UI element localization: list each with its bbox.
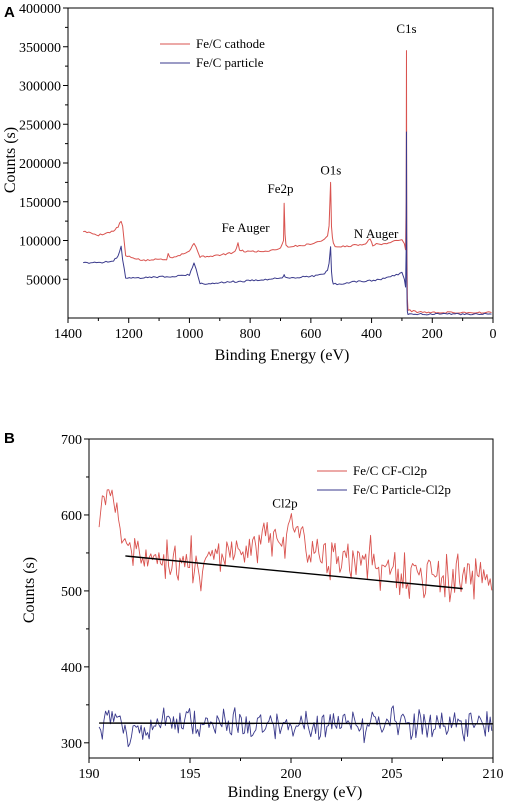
x-tick-label: 600 [300,327,321,342]
peak-annotation: Fe2p [268,181,294,196]
x-tick-label: 800 [240,327,261,342]
panel-a-ylabel: Counts (s) [2,127,19,193]
x-tick-label: 0 [490,327,497,342]
legend-label: Fe/C Particle-Cl2p [353,482,451,497]
series-line-b-0 [98,489,493,603]
y-tick-label: 600 [61,509,82,524]
y-tick-label: 50000 [26,273,61,288]
x-tick-label: 1200 [115,327,143,342]
y-tick-label: 250000 [19,118,61,133]
peak-annotation: Cl2p [272,495,297,510]
peak-annotation: Fe Auger [222,220,271,235]
peak-annotation: O1s [320,163,341,178]
panel-b: B 190 195 200 205 210 300 400 500 600 700 Cl2p Fe… [4,430,504,801]
y-tick-label: 700 [61,433,82,448]
y-tick-label: 300 [61,737,82,752]
panel-b-letter: B [4,430,15,447]
peak-annotation: N Auger [354,226,399,241]
x-tick-label: 210 [483,767,504,782]
panel-b-xlabel: Binding Energy (eV) [228,784,363,801]
series-line-a-1 [83,131,492,316]
y-tick-label: 350000 [19,41,61,56]
legend-label: Fe/C particle [196,55,264,70]
series-line-a-0 [83,50,492,314]
x-tick-label: 200 [422,327,443,342]
y-tick-label: 400000 [19,2,61,17]
x-tick-label: 195 [180,767,201,782]
y-tick-label: 300000 [19,80,61,95]
panel-a-letter: A [4,4,15,21]
panel-a-xlabel: Binding Energy (eV) [215,347,350,364]
baseline-1 [99,722,493,725]
peak-annotation: C1s [396,21,416,36]
x-tick-label: 1000 [175,327,203,342]
legend-label: Fe/C CF-Cl2p [353,463,427,478]
series-line-b-1 [98,705,493,748]
panel-a: A 1400 1200 1000 800 600 400 200 0 50000 100000 15… [2,2,497,364]
x-tick-label: 400 [361,327,382,342]
y-tick-label: 100000 [19,235,61,250]
y-tick-label: 200000 [19,157,61,172]
y-tick-label: 400 [61,661,82,676]
x-tick-label: 200 [281,767,302,782]
x-tick-label: 1400 [54,327,82,342]
baseline-0 [125,555,463,590]
x-tick-label: 205 [382,767,403,782]
panel-b-ylabel: Counts (s) [21,557,38,623]
plot-frame-a [67,7,494,319]
x-tick-label: 190 [79,767,100,782]
y-tick-label: 500 [61,585,82,600]
y-tick-label: 150000 [19,196,61,211]
legend-label: Fe/C cathode [196,36,265,51]
